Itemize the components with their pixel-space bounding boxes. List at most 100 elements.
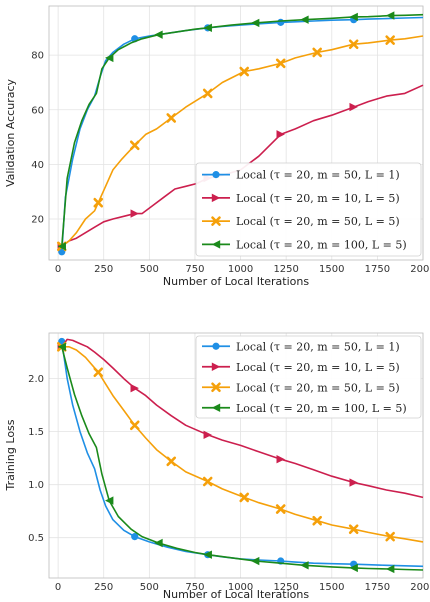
legend-entry: Local (τ = 20, m = 50, L = 5) <box>202 215 400 228</box>
y-axis-label: Training Loss <box>4 419 17 491</box>
series-line <box>61 338 424 499</box>
data-point-marker <box>385 531 395 542</box>
x-tick-label: 1250 <box>273 582 298 593</box>
data-point-marker <box>93 197 104 208</box>
data-point-marker <box>166 456 177 467</box>
data-point-marker <box>239 66 250 77</box>
legend-label: Local (τ = 20, m = 50, L = 5) <box>236 381 400 394</box>
legend: Local (τ = 20, m = 50, L = 1) Local (τ = … <box>195 162 422 257</box>
legend-entry: Local (τ = 20, m = 10, L = 5) <box>202 192 400 205</box>
data-point-marker <box>300 561 309 570</box>
data-point-marker <box>385 35 395 45</box>
x-tick-label: 500 <box>140 582 159 593</box>
legend-label: Local (τ = 20, m = 50, L = 5) <box>236 215 400 228</box>
x-tick-label: 1250 <box>273 264 298 275</box>
x-tick-label: 750 <box>185 264 204 275</box>
x-tick-label: 1500 <box>319 582 344 593</box>
legend-marker <box>211 403 221 412</box>
series-group <box>56 337 424 574</box>
data-point-marker <box>349 563 358 573</box>
data-point-marker <box>239 492 250 503</box>
y-axis-label: Validation Accuracy <box>4 78 17 187</box>
legend-marker <box>211 240 221 249</box>
data-point-marker <box>129 420 140 431</box>
data-point-marker <box>129 140 140 151</box>
series-line <box>61 35 424 247</box>
data-point-marker <box>130 209 139 218</box>
legend-label: Local (τ = 20, m = 50, L = 1) <box>236 169 400 182</box>
data-point-marker <box>276 130 285 139</box>
data-point-marker <box>312 515 322 526</box>
y-tick-label: 40 <box>31 160 44 171</box>
data-point-marker <box>202 88 213 99</box>
y-tick-label: 80 <box>31 51 44 62</box>
legend: Local (τ = 20, m = 50, L = 1) Local (τ = … <box>195 335 422 419</box>
x-axis-label: Number of Local Iterations <box>163 588 309 601</box>
plot-frame <box>48 5 424 261</box>
data-point-marker <box>58 248 66 256</box>
data-point-marker <box>131 533 139 541</box>
data-point-marker <box>250 18 260 28</box>
x-tick-label: 1000 <box>228 264 253 275</box>
data-point-marker <box>385 11 395 20</box>
data-point-marker <box>250 556 260 566</box>
legend-marker <box>212 171 220 179</box>
x-tick-label: 1750 <box>365 582 390 593</box>
legend-entry: Local (τ = 20, m = 50, L = 1) <box>202 169 400 182</box>
data-point-marker <box>349 102 358 112</box>
data-point-marker <box>276 455 285 464</box>
x-tick-label: 1750 <box>365 264 390 275</box>
y-tick-label: 20 <box>31 215 44 226</box>
series-line <box>61 341 424 568</box>
legend-label: Local (τ = 20, m = 10, L = 5) <box>236 192 400 205</box>
y-tick-label: 1.5 <box>28 427 44 438</box>
legend-marker <box>211 193 221 203</box>
data-point-marker <box>154 538 163 548</box>
legend-frame <box>195 335 422 419</box>
legend-entry: Local (τ = 20, m = 50, L = 5) <box>202 381 400 394</box>
y-tick-label: 2.0 <box>28 374 44 385</box>
data-point-marker <box>105 53 114 63</box>
legend-entry: Local (τ = 20, m = 100, L = 5) <box>202 402 407 415</box>
legend-label: Local (τ = 20, m = 10, L = 5) <box>236 361 400 374</box>
x-tick-label: 250 <box>94 264 113 275</box>
legend-label: Local (τ = 20, m = 100, L = 5) <box>236 238 407 251</box>
legend-marker <box>211 382 221 393</box>
series-group <box>56 11 424 256</box>
data-point-marker <box>348 524 359 535</box>
data-point-marker <box>93 367 104 378</box>
series-4 <box>57 11 424 251</box>
data-point-marker <box>57 242 66 251</box>
series-line <box>61 84 424 247</box>
data-point-marker <box>349 478 358 487</box>
x-tick-label: 0 <box>55 582 61 593</box>
series-4 <box>57 342 424 574</box>
y-tick-label: 0.5 <box>28 533 44 544</box>
x-tick-label: 750 <box>185 582 204 593</box>
data-point-marker <box>105 496 114 505</box>
y-tick-label: 60 <box>31 105 44 116</box>
data-point-marker <box>348 39 359 50</box>
data-point-marker <box>130 383 139 393</box>
legend-entry: Local (τ = 20, m = 100, L = 5) <box>202 238 407 251</box>
x-tick-label: 250 <box>94 582 113 593</box>
data-point-marker <box>275 504 286 514</box>
data-point-marker <box>166 113 177 123</box>
x-tick-label: 0 <box>55 264 61 275</box>
data-point-marker <box>277 18 285 26</box>
data-point-marker <box>275 58 286 69</box>
data-point-marker <box>300 15 309 24</box>
data-point-marker <box>202 476 213 487</box>
data-point-marker <box>57 342 66 351</box>
legend-marker <box>211 216 221 226</box>
legend-marker <box>212 342 220 350</box>
data-point-marker <box>385 564 395 574</box>
data-point-marker <box>203 23 212 33</box>
